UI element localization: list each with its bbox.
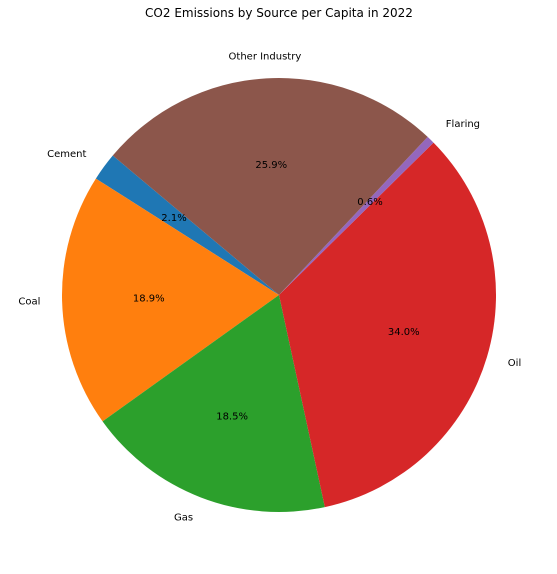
slice-percent-oil: 34.0% [388, 327, 420, 338]
pie-slice-oil [279, 142, 497, 508]
pie-slice-coal [62, 178, 280, 422]
slice-percent-coal: 18.9% [133, 294, 165, 305]
slice-percent-flaring: 0.6% [357, 197, 382, 208]
pie-labels: Cement 2.1% Coal 18.9% Gas 18.5% Oil 34.0% Flari… [18, 52, 521, 524]
pie-slice-cement [95, 155, 279, 295]
slice-label-flaring: Flaring [446, 119, 480, 130]
pie-slices [62, 78, 497, 513]
slice-percent-cement: 2.1% [161, 213, 186, 224]
pie-slice-flaring [279, 136, 434, 295]
slice-percent-gas: 18.5% [216, 412, 248, 423]
slice-percent-other-industry: 25.9% [255, 160, 287, 171]
slice-label-other-industry: Other Industry [229, 52, 302, 63]
slice-label-cement: Cement [47, 149, 86, 160]
slice-label-oil: Oil [508, 358, 521, 369]
pie-slice-other-industry [112, 78, 428, 296]
chart-title: CO2 Emissions by Source per Capita in 20… [145, 6, 413, 20]
slice-label-gas: Gas [174, 513, 193, 524]
slice-label-coal: Coal [18, 297, 40, 308]
pie-slice-gas [102, 295, 325, 513]
